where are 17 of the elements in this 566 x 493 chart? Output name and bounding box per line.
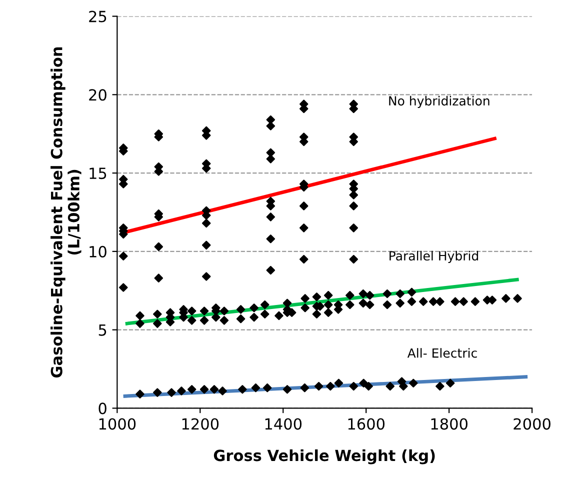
series-label: All- Electric <box>407 348 477 358</box>
x-tick-label: 1400 <box>265 418 302 430</box>
x-tick-label: 1200 <box>182 418 219 430</box>
y-tick-label: 0 <box>98 402 106 414</box>
series-label: Parallel Hybrid <box>390 250 478 263</box>
y-tick-label: 10 <box>90 246 106 258</box>
text: No hybridization <box>389 96 490 108</box>
x-tick-label: 2000 <box>514 418 550 430</box>
y-tick-label: 5 <box>98 324 106 336</box>
x-tick-label: 1000 <box>99 418 136 430</box>
x-tick-label: 1800 <box>431 418 468 430</box>
x-axis-title: Gross Vehicle Weight (kg) <box>214 449 435 464</box>
y-tick-label: 20 <box>89 89 106 101</box>
y-tick-label: 15 <box>90 168 106 180</box>
y-tick-label: 25 <box>89 10 106 22</box>
y-axis-title: Gasoline-Equivalent Fuel Consumption (L/100km) <box>50 47 82 378</box>
x-tick-label: 1600 <box>348 418 385 430</box>
